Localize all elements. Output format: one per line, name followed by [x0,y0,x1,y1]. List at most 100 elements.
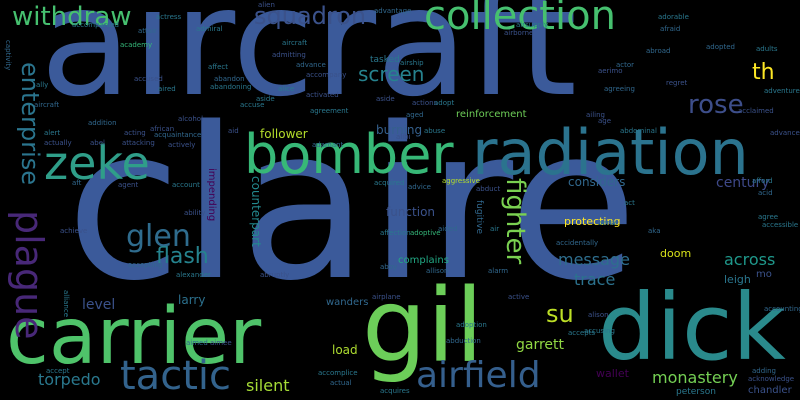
word-african: african [150,125,175,133]
word-actively: actively [168,141,196,149]
word-aimee: aimee [210,339,232,347]
word-gil: gil [362,267,484,386]
word-reinforcement: reinforcement [456,109,527,120]
word-airsupply: airsupply [516,21,549,29]
word-accuse: accuse [240,101,265,109]
word-aircraft-tiny: aircraft [34,101,60,109]
word-radiation: radiation [472,116,749,189]
word-abandoning: abandoning [210,83,252,91]
word-acquaintance: acquaintance [154,131,202,139]
word-level: level [82,297,116,313]
word-adopted: adopted [706,43,735,51]
word-trace: trace [574,270,616,289]
word-accused: accused [134,75,163,83]
word-withdraw: withdraw [12,2,132,32]
word-academy: academy [120,41,153,49]
word-rose: rose [688,90,744,120]
word-account: account [172,181,200,189]
word-adoption: adoption [456,321,487,329]
word-aside: aside [376,95,395,103]
word-adoptive: adoptive [410,229,441,237]
word-aided: aided [438,225,458,233]
word-squadron: squadron [254,2,367,30]
word-load: load [332,343,358,357]
word-attacking: attacking [122,139,155,147]
word-captivity: captivity [4,40,12,71]
word-afraid: afraid [660,25,681,33]
word-actor: actor [616,61,635,69]
word-wanders: wanders [326,297,369,308]
word-ally: ally [36,81,49,89]
word-glen: glen [126,219,191,254]
word-alert: alert [44,129,61,137]
word-active: active [508,293,530,301]
word-aid: aid [228,127,239,135]
word-abruptly: abruptly [260,271,290,279]
word-alison: alison [588,311,609,319]
word-age: age [598,117,612,125]
word-allison: allison [426,267,449,275]
word-airfield: airfield [416,355,541,396]
word-function: function [386,205,436,219]
word-aft: aft [72,179,82,187]
word-advances: advances [770,129,800,137]
word-tactic: tactic [120,353,231,399]
word-protecting: protecting [564,215,621,228]
word-abandon: abandon [214,75,245,83]
word-larry: larry [178,293,206,307]
word-acquired: acquired [374,179,405,187]
word-complains: complains [398,255,449,266]
word-adding: adding [752,367,777,375]
word-airplane: airplane [372,293,401,301]
word-accidentally: accidentally [556,239,599,247]
word-tasked: tasked [370,55,400,65]
word-aggressive: aggressive [442,177,480,185]
word-actual: actual [330,379,352,387]
word-across: across [724,250,776,269]
word-aired: aired [158,85,176,93]
word-alien: alien [258,1,275,9]
word-agreeing: agreeing [604,85,635,93]
word-ability: ability [184,209,206,217]
word-enterprise: enterprise [16,62,44,186]
word-th: th [752,60,775,85]
word-aside-small: aside [256,95,275,103]
word-acid: acid [758,189,773,197]
word-acting: acting [124,129,146,137]
word-abduct: abduct [476,185,501,193]
word-adopt: adopt [434,99,455,107]
word-mo: mo [756,269,772,280]
word-fighter: fighter [500,178,530,265]
word-accept: accept [46,367,70,375]
word-accessible: accessible [762,221,799,229]
word-aircraft-small: aircraft [282,39,308,47]
word-burning: burning [376,123,423,137]
word-wallet: wallet [596,367,629,380]
word-admiral: admiral [196,25,223,33]
word-accounting: accounting [764,305,800,313]
word-advantage: advantage [374,7,412,15]
word-doom: doom [660,247,692,260]
word-actually: actually [44,139,72,147]
word-affection: affection [380,229,411,237]
word-ailing: ailing [586,111,606,119]
word-accompany: accompany [306,71,347,79]
word-abuse: abuse [424,127,446,135]
word-agree: agree [758,213,779,221]
word-aimed: aimed [186,339,208,347]
word-adamant: adamant [312,141,344,149]
word-aerimo: aerimo [598,67,623,75]
word-bomber: bomber [244,123,454,186]
word-alarm: alarm [488,267,509,275]
word-monastery: monastery [652,368,738,387]
word-zeke: zeke [44,136,150,190]
word-fugitive: fugitive [474,200,484,234]
word-agent: agent [118,181,139,189]
word-chandler: chandler [748,385,792,396]
word-adults: adults [756,45,778,53]
word-abduction: abduction [446,337,481,345]
word-considers: considers [568,175,626,189]
word-aged: aged [406,111,424,119]
word-airborne: airborne [504,29,534,37]
